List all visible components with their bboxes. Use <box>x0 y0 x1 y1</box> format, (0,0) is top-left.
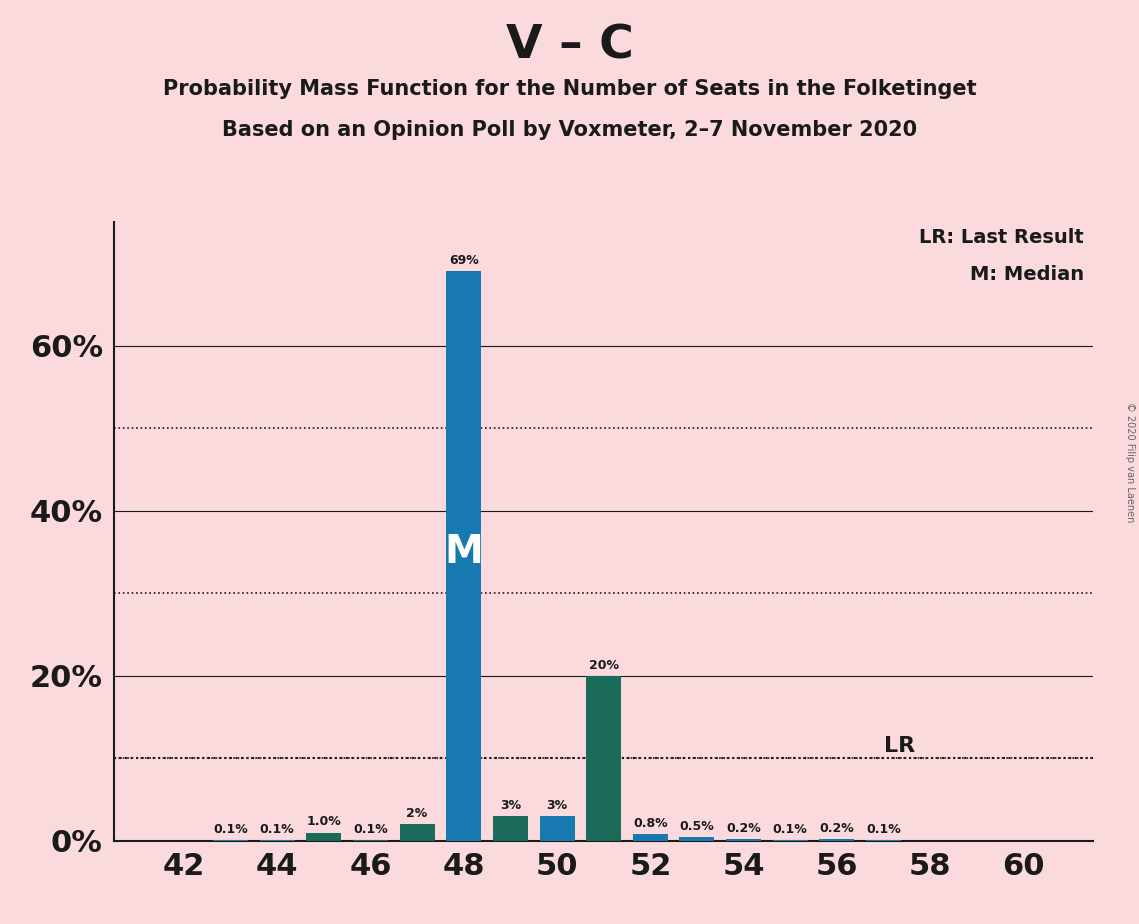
Text: 69%: 69% <box>449 254 478 267</box>
Text: 3%: 3% <box>547 799 567 812</box>
Bar <box>400 824 435 841</box>
Text: 20%: 20% <box>589 659 618 672</box>
Text: 3%: 3% <box>500 799 521 812</box>
Text: Based on an Opinion Poll by Voxmeter, 2–7 November 2020: Based on an Opinion Poll by Voxmeter, 2–… <box>222 120 917 140</box>
Text: 0.5%: 0.5% <box>680 820 714 833</box>
Text: 1.0%: 1.0% <box>306 816 342 829</box>
Bar <box>680 837 714 841</box>
Bar <box>446 272 482 841</box>
Text: M: Median: M: Median <box>969 265 1083 284</box>
Text: 0.1%: 0.1% <box>773 823 808 836</box>
Text: Probability Mass Function for the Number of Seats in the Folketinget: Probability Mass Function for the Number… <box>163 79 976 99</box>
Text: 0.2%: 0.2% <box>820 822 854 835</box>
Bar <box>727 839 761 841</box>
Text: 0.1%: 0.1% <box>213 823 248 836</box>
Text: 0.1%: 0.1% <box>866 823 901 836</box>
Text: 0.1%: 0.1% <box>353 823 387 836</box>
Bar <box>540 816 574 841</box>
Bar <box>633 834 667 841</box>
Text: LR: Last Result: LR: Last Result <box>919 228 1083 247</box>
Text: 0.8%: 0.8% <box>633 817 667 830</box>
Text: 0.1%: 0.1% <box>260 823 295 836</box>
Text: M: M <box>444 533 483 571</box>
Text: © 2020 Filip van Laenen: © 2020 Filip van Laenen <box>1125 402 1134 522</box>
Bar <box>306 833 342 841</box>
Text: 2%: 2% <box>407 808 428 821</box>
Bar <box>819 839 854 841</box>
Text: V – C: V – C <box>506 23 633 68</box>
Bar <box>493 816 527 841</box>
Bar <box>587 675 621 841</box>
Text: LR: LR <box>884 736 915 756</box>
Text: 0.2%: 0.2% <box>727 822 761 835</box>
